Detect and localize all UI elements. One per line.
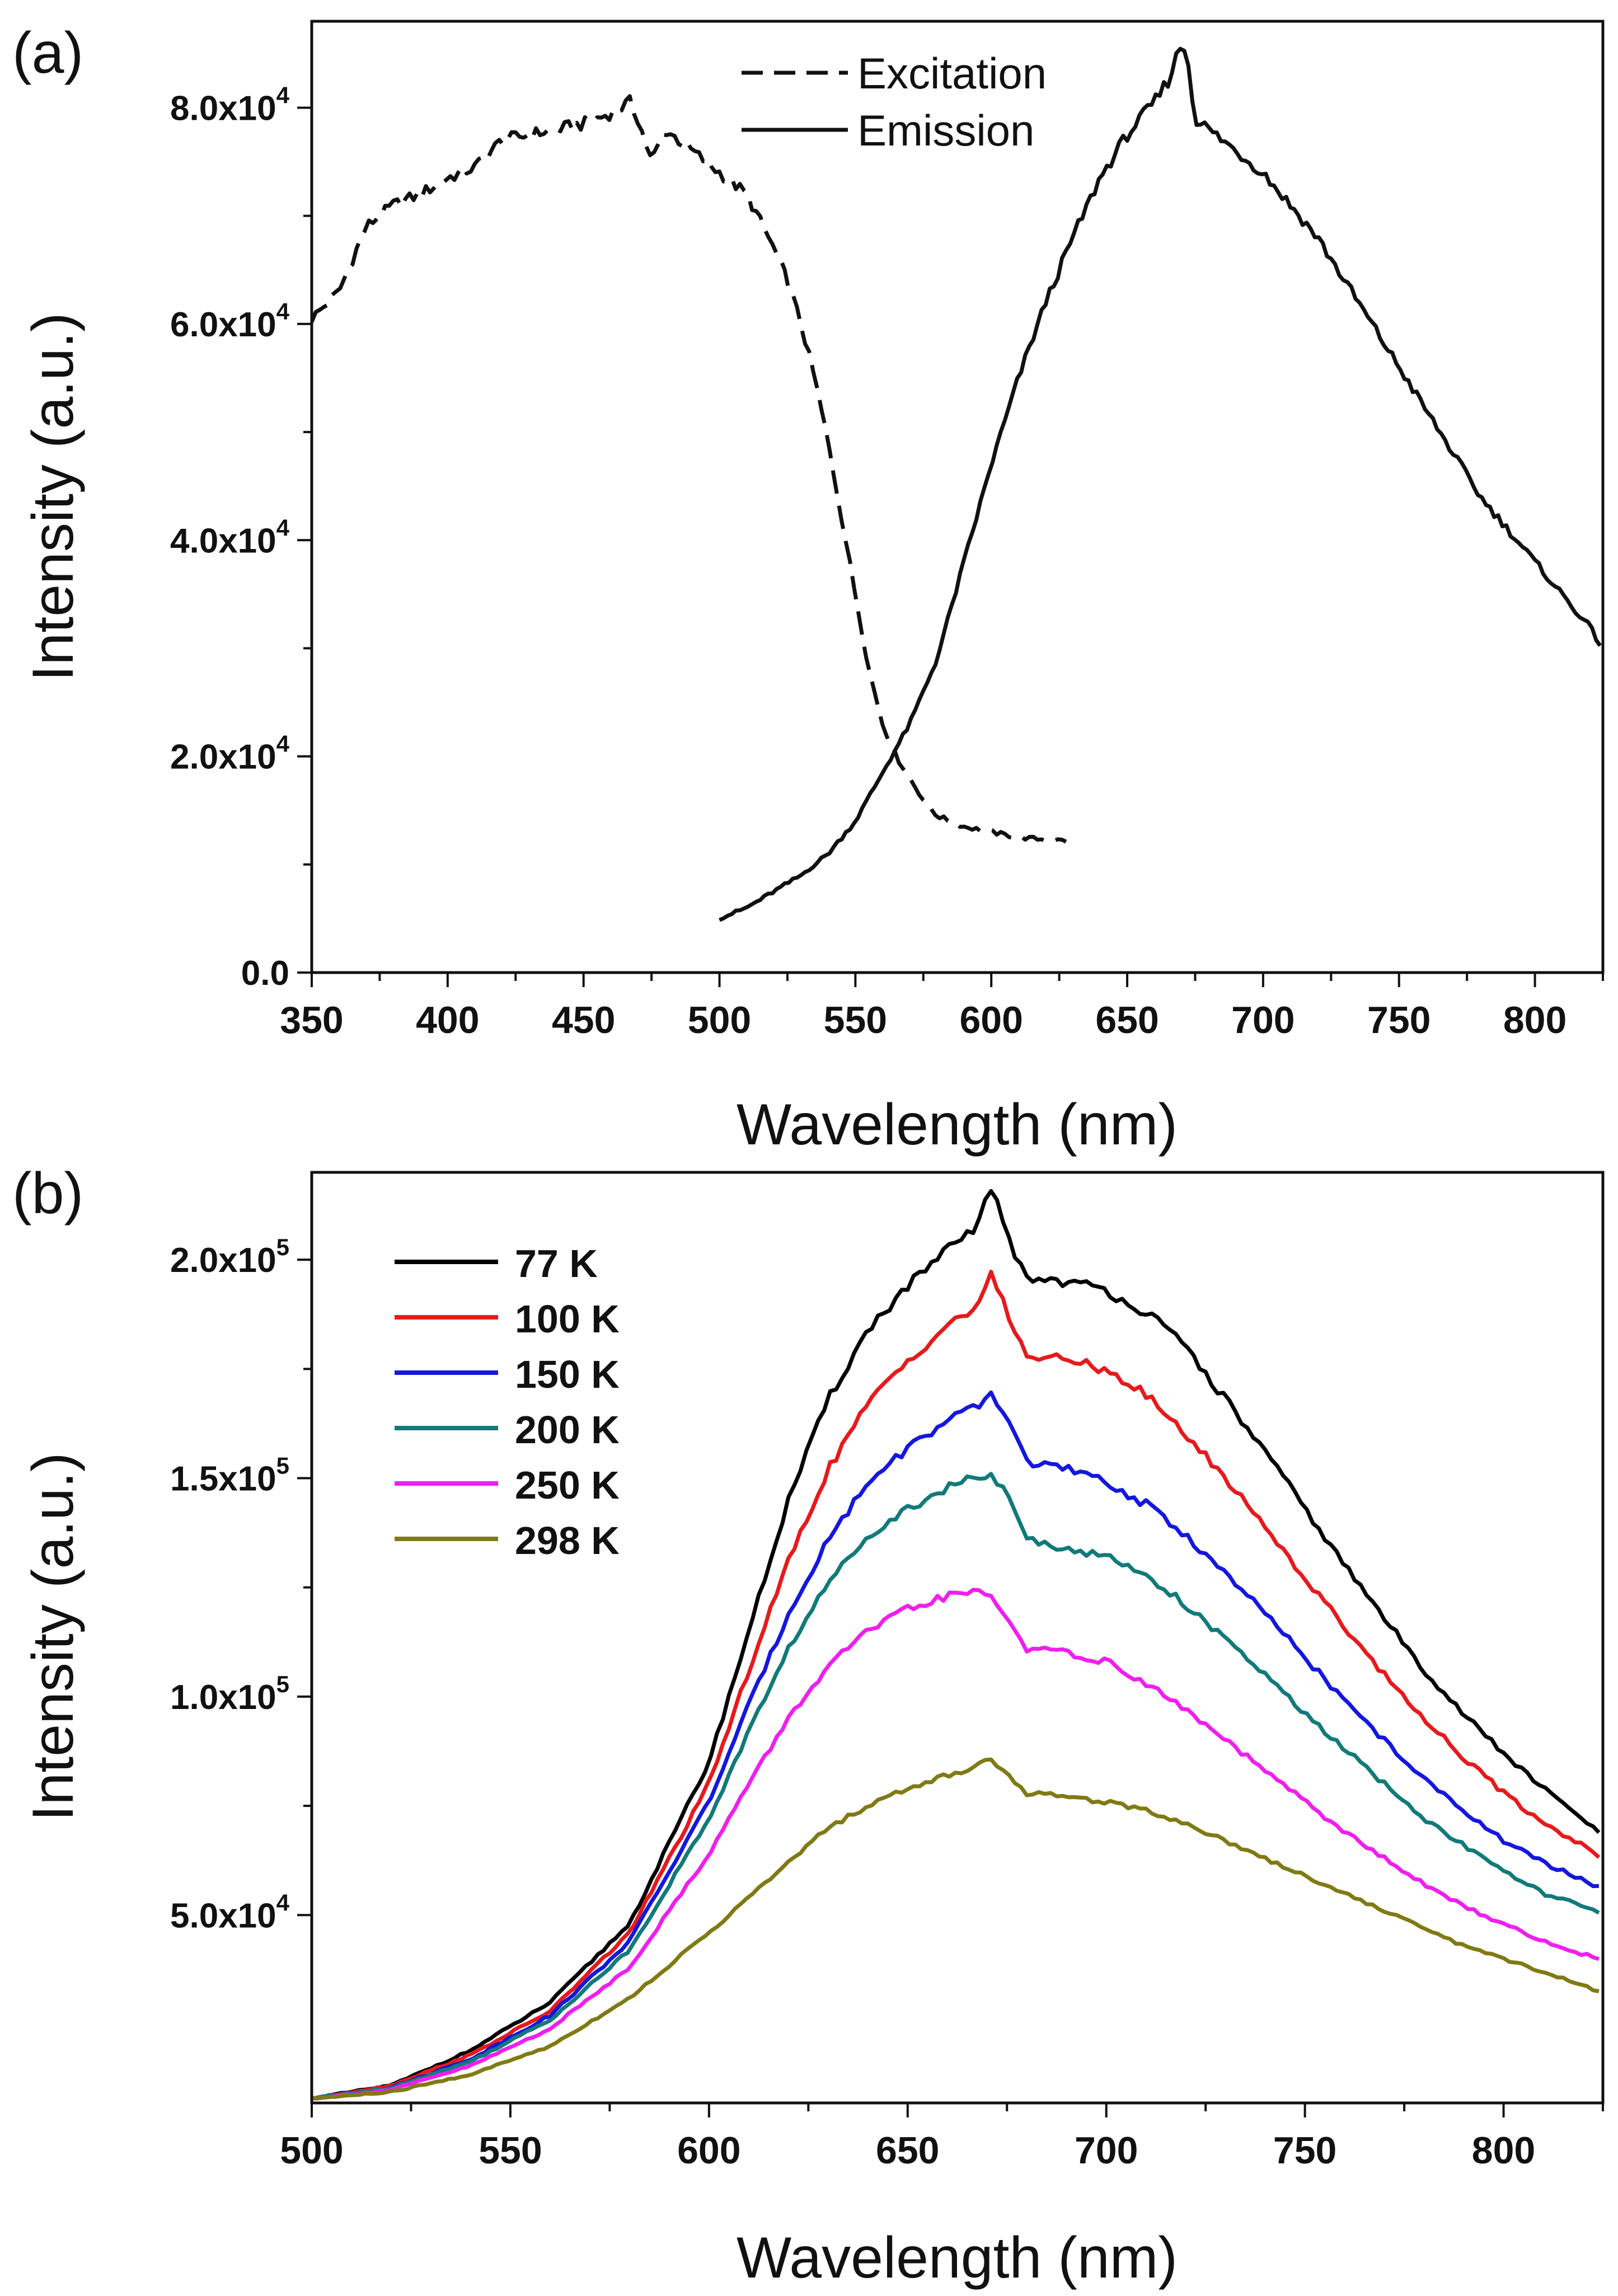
y-tick-label-mantissa: 8.0x10 [170, 90, 276, 128]
y-tick-label-1-0x105: 1.0x105 [170, 1671, 289, 1717]
x-tick-label-750: 750 [1273, 2129, 1336, 2172]
legend-label-200-k: 200 K [515, 1408, 620, 1452]
panel-a-y-axis-title: Intensity (a.u.) [21, 313, 86, 682]
legend-label-emission: Emission [857, 106, 1034, 155]
series-line-250-k [312, 1588, 1600, 2101]
x-tick-label-500: 500 [280, 2129, 343, 2172]
panel-b-legend: 77 K 100 K 150 K 200 K 250 K 298 K [395, 1242, 620, 1562]
legend-label-77-k: 77 K [515, 1242, 598, 1285]
y-tick-label-6-0x104: 6.0x104 [170, 298, 290, 344]
y-tick-label-mantissa: 1.5x10 [170, 1460, 276, 1499]
panel-a-plot-area [312, 46, 1602, 922]
y-tick-label-exponent: 4 [276, 82, 290, 109]
x-tick-label-550: 550 [479, 2129, 542, 2172]
y-tick-label-1-5x105: 1.5x105 [170, 1453, 289, 1499]
y-tick-label-exponent: 5 [276, 1671, 289, 1697]
series-line-100-k [312, 1270, 1601, 2101]
x-tick-label-600: 600 [677, 2129, 740, 2172]
y-tick-label-mantissa: 6.0x10 [170, 306, 276, 344]
series-line-emission [719, 46, 1602, 922]
panel-b-plot-area [312, 1189, 1601, 2101]
y-tick-label-exponent: 4 [276, 514, 290, 541]
panel-b-y-axis-title: Intensity (a.u.) [21, 1453, 86, 1821]
x-tick-label-800: 800 [1472, 2129, 1535, 2172]
y-tick-label-exponent: 4 [276, 1889, 290, 1915]
x-tick-label-450: 450 [552, 999, 615, 1041]
panel-b-x-axis: 500 550 600 650 700 750 800 [280, 2103, 1604, 2172]
y-tick-label-exponent: 5 [276, 1453, 289, 1479]
x-tick-label-750: 750 [1367, 999, 1431, 1041]
x-tick-label-550: 550 [824, 999, 887, 1041]
x-tick-label-650: 650 [1095, 999, 1159, 1041]
y-tick-label-exponent: 4 [276, 731, 290, 757]
y-tick-label-4-0x104: 4.0x104 [170, 514, 290, 560]
legend-label-250-k: 250 K [515, 1463, 620, 1507]
legend-label-excitation: Excitation [857, 49, 1047, 98]
panel-a-x-axis: 350 400 450 500 550 600 650 700 750 800 [280, 973, 1604, 1041]
panel-a-legend: Excitation Emission [742, 49, 1047, 155]
series-line-excitation [312, 94, 1067, 844]
y-tick-label-mantissa: 2.0x10 [170, 1241, 276, 1280]
panel-b-label: (b) [12, 1161, 83, 1226]
series-line-77-k [312, 1189, 1601, 2101]
y-tick-label-exponent: 4 [276, 298, 290, 325]
x-tick-label-800: 800 [1503, 999, 1567, 1041]
legend-label-298-k: 298 K [515, 1519, 620, 1562]
x-tick-label-650: 650 [876, 2129, 939, 2172]
legend-label-100-k: 100 K [515, 1297, 620, 1341]
legend-label-150-k: 150 K [515, 1353, 620, 1396]
x-tick-label-700: 700 [1231, 999, 1295, 1041]
series-line-298-k [312, 1757, 1600, 2101]
panel-b: (b) 500 550 600 650 700 750 800 5.0x1041.0x105… [12, 1161, 1605, 2290]
panel-b-plot-frame [310, 1171, 1605, 2105]
x-tick-label-400: 400 [416, 999, 479, 1041]
panel-a-x-axis-title: Wavelength (nm) [737, 1092, 1178, 1157]
y-tick-label-mantissa: 0.0 [241, 954, 289, 993]
y-tick-label-mantissa: 5.0x10 [170, 1896, 276, 1935]
y-tick-label-2-0x105: 2.0x105 [170, 1234, 289, 1280]
panel-b-x-axis-title: Wavelength (nm) [737, 2225, 1178, 2290]
y-tick-label-exponent: 5 [276, 1234, 289, 1260]
x-tick-label-600: 600 [959, 999, 1023, 1041]
y-tick-label-mantissa: 4.0x10 [170, 522, 276, 560]
panel-a-label: (a) [12, 21, 83, 86]
panel-a-plot-frame [310, 20, 1605, 974]
y-tick-label-5-0x104: 5.0x104 [170, 1889, 290, 1935]
y-tick-label-0-0: 0.0 [241, 954, 289, 993]
x-tick-label-350: 350 [280, 999, 343, 1041]
x-tick-label-500: 500 [688, 999, 751, 1041]
y-tick-label-2-0x104: 2.0x104 [170, 731, 290, 777]
y-tick-label-8-0x104: 8.0x104 [170, 82, 290, 128]
series-line-200-k [312, 1472, 1600, 2101]
y-tick-label-mantissa: 2.0x10 [170, 738, 276, 777]
y-tick-label-mantissa: 1.0x10 [170, 1678, 276, 1717]
panel-a: (a) 350 400 450 500 550 600 650 700 750 800 0.0 2.… [12, 20, 1605, 1157]
x-tick-label-700: 700 [1075, 2129, 1138, 2172]
